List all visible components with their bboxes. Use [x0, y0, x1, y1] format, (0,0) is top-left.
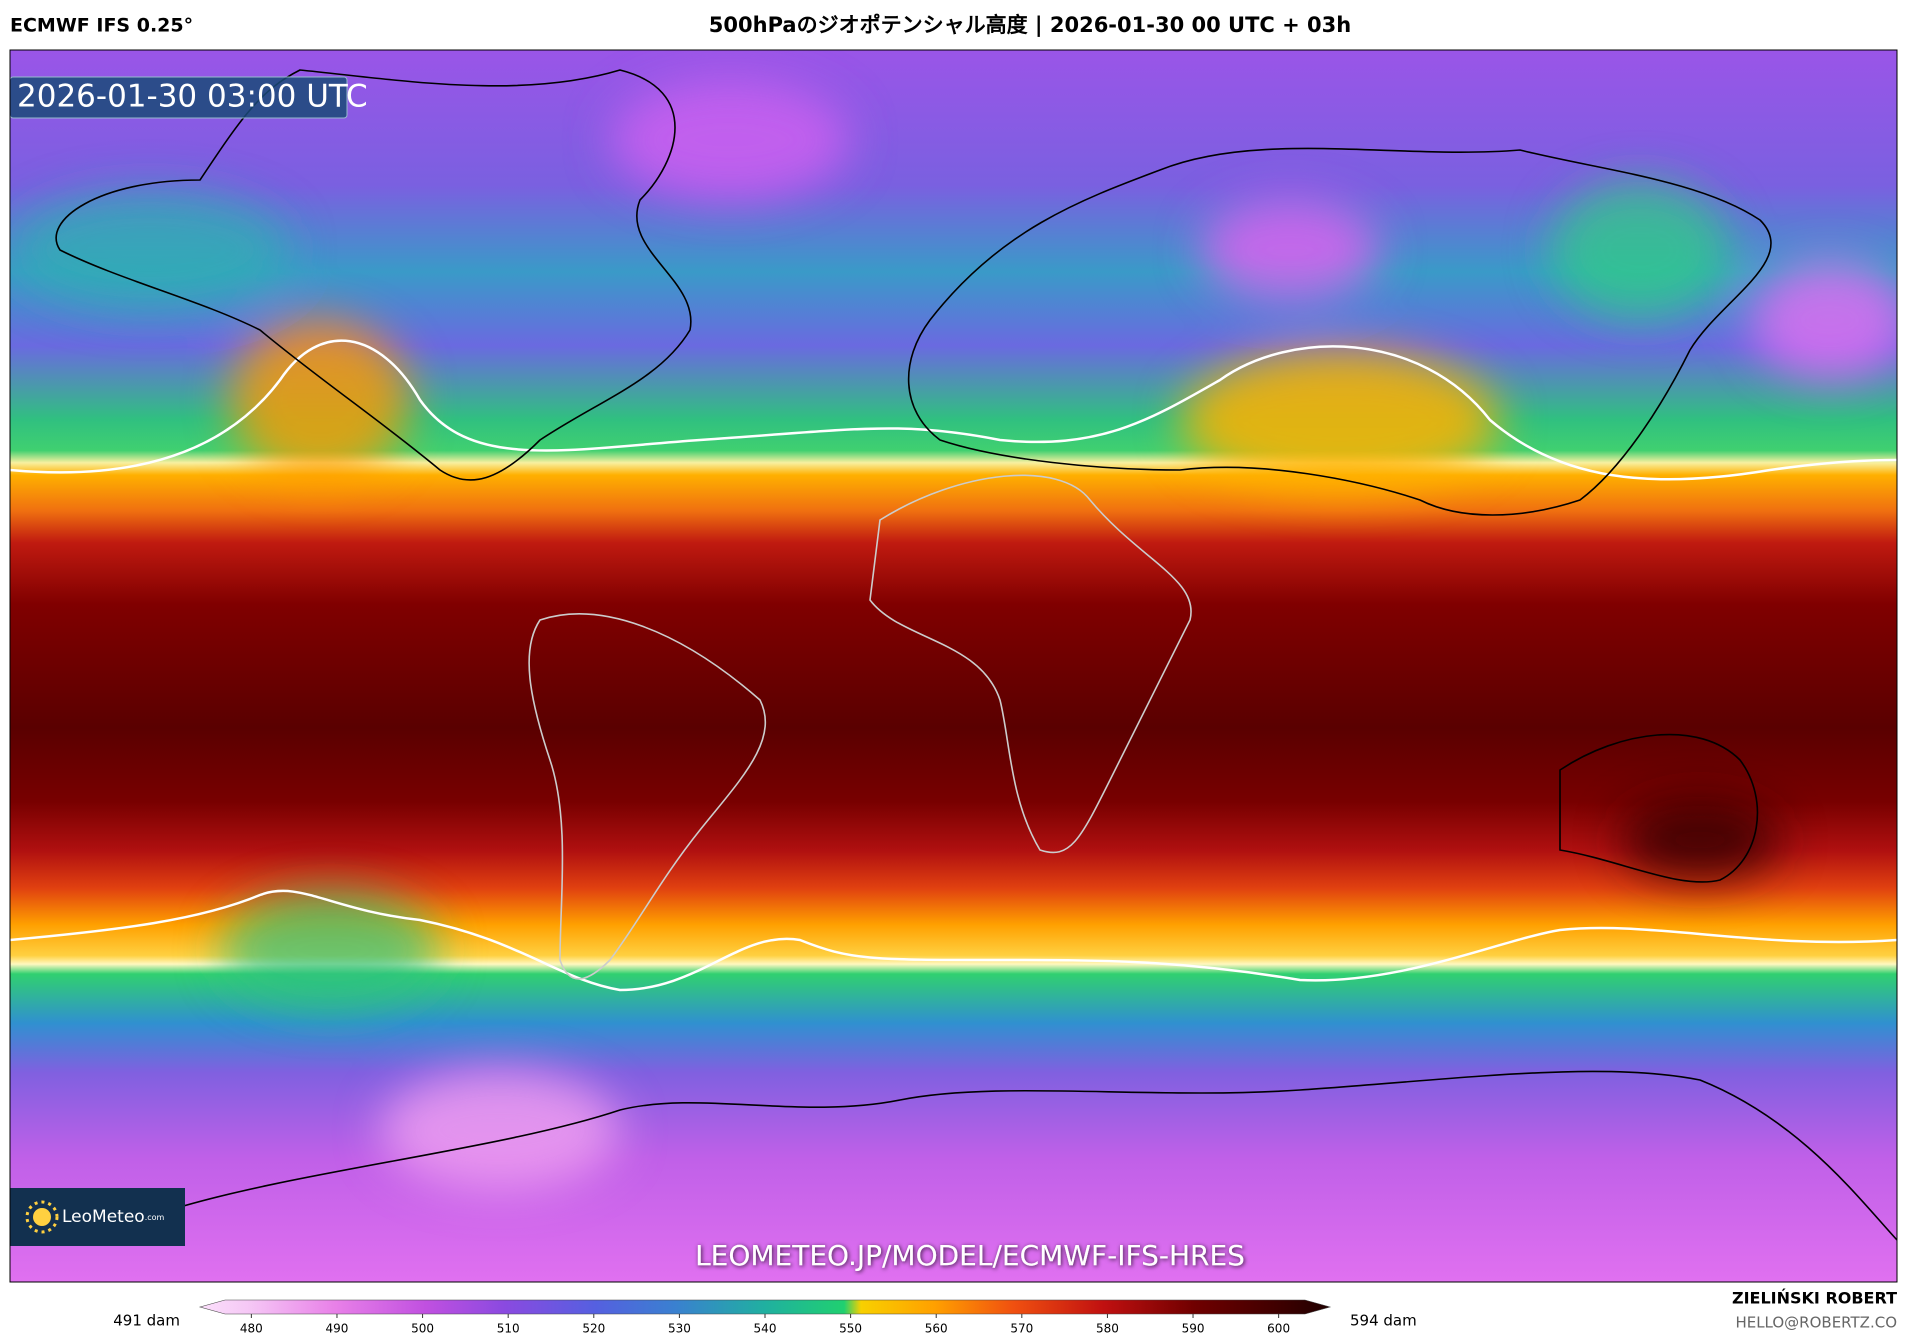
colorbar-tick-label: 500: [411, 1322, 434, 1336]
colorbar-tick-label: 550: [839, 1322, 862, 1336]
email: HELLO@ROBERTZ.CO: [1735, 1314, 1897, 1332]
colorbar-min: 491 dam: [113, 1312, 180, 1330]
colorbar-tick-label: 600: [1267, 1322, 1290, 1336]
colorbar-tick-label: 510: [497, 1322, 520, 1336]
colorbar-ramp: [198, 1299, 1332, 1315]
colorbar-tick-label: 580: [1096, 1322, 1119, 1336]
map: 2026-01-30 03:00 UTC LeoMeteo.com LEOMET…: [10, 50, 1897, 1282]
timestamp: 2026-01-30 03:00 UTC: [17, 79, 368, 115]
timestamp-box: [10, 76, 348, 119]
colorbar-tick-label: 590: [1182, 1322, 1205, 1336]
colorbar-tick-label: 490: [326, 1322, 349, 1336]
colorbar-tick-label: 570: [1010, 1322, 1033, 1336]
model-label: ECMWF IFS 0.25°: [10, 15, 193, 37]
author: ZIELIŃSKI ROBERT: [1732, 1289, 1897, 1308]
map-frame: [9, 49, 1898, 1283]
map-title: 500hPaのジオポテンシャル高度 | 2026-01-30 00 UTC + …: [709, 13, 1351, 38]
field-anomalies: [10, 80, 1897, 1190]
logo-name: LeoMeteo: [62, 1207, 145, 1227]
colorbar: 491 dam 594 dam 480 490 500 510 520 530 540 550…: [113, 1299, 1417, 1336]
logo-text: LeoMeteo.com: [62, 1207, 165, 1227]
source-url: LEOMETEO.JP/MODEL/ECMWF-IFS-HRES: [695, 1239, 1245, 1272]
contour-line: [10, 889, 1897, 992]
colorbar-tick-label: 540: [754, 1322, 777, 1336]
contour-line: [10, 339, 1897, 481]
colorbar-max: 594 dam: [1350, 1312, 1417, 1330]
coastlines: [55, 69, 1897, 1241]
colorbar-tick-label: 480: [240, 1322, 263, 1336]
colorbar-tick-label: 520: [582, 1322, 605, 1336]
colorbar-tick-label: 560: [925, 1322, 948, 1336]
colorbar-tick-label: 530: [668, 1322, 691, 1336]
logo-suffix: .com: [145, 1213, 165, 1222]
logo-rays: [25, 1200, 59, 1234]
logo-sun: [33, 1208, 51, 1226]
